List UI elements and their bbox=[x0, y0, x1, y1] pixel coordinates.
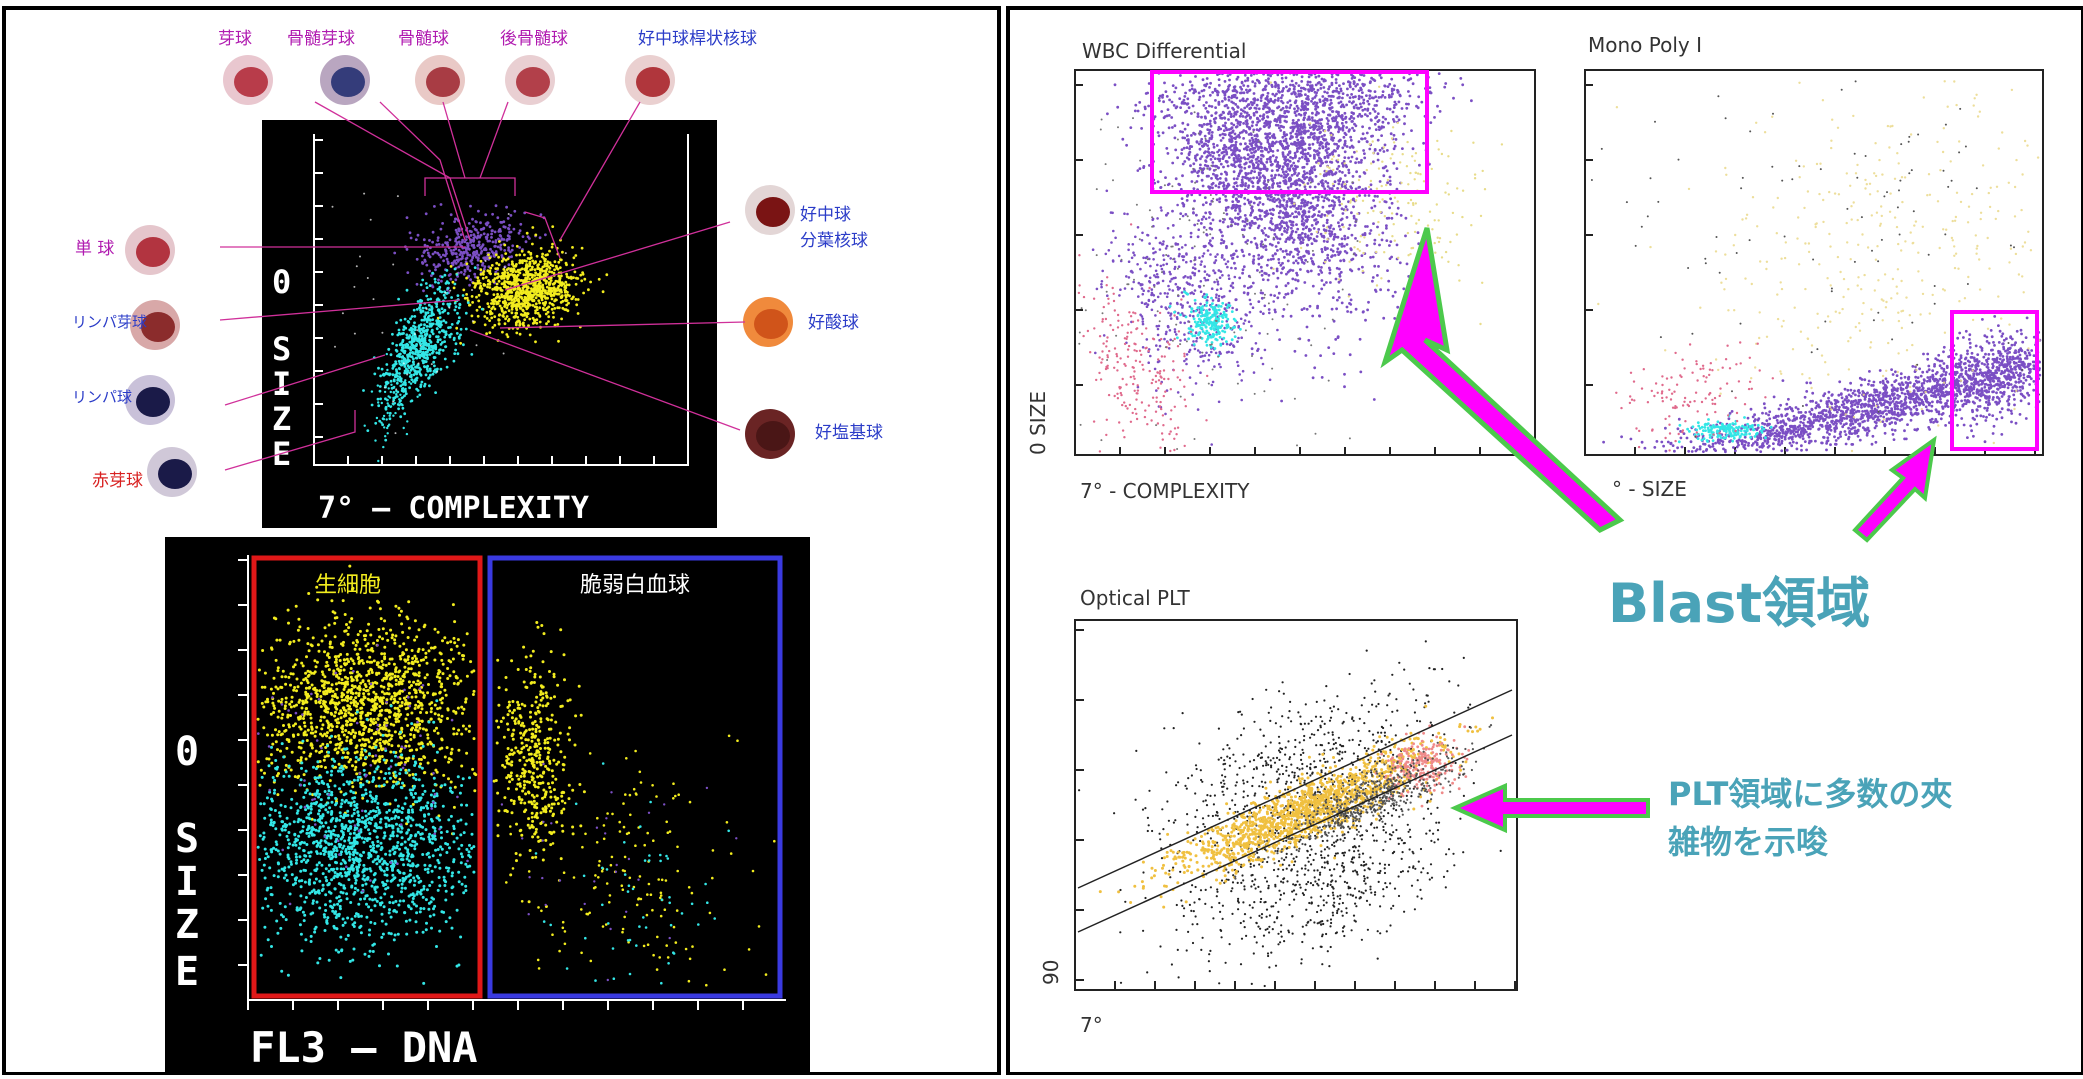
plot2-y-letter-0: 0 bbox=[175, 729, 199, 775]
plot2-y-axis-label: 0 S I Z E bbox=[175, 729, 199, 995]
plt-note-line-2: 雑物を示唆 bbox=[1667, 823, 1828, 861]
cell-image-icon bbox=[320, 55, 370, 105]
label-myelocyte: 骨髄球 bbox=[398, 29, 449, 49]
label-myeloblast: 骨髄芽球 bbox=[287, 29, 355, 49]
gate-fragile-wbc-label: 脆弱白血球 bbox=[580, 573, 690, 598]
wbc-y-axis-label: 0 SIZE bbox=[1026, 391, 1050, 455]
label-band-neutrophil: 好中球桿状核球 bbox=[638, 29, 757, 49]
cell-image-icon bbox=[743, 297, 793, 347]
label-basophil: 好塩基球 bbox=[815, 423, 883, 443]
plot1-y-letter-1: S bbox=[272, 330, 291, 368]
cell-image-icon bbox=[745, 409, 795, 459]
plt-note-line-1: PLT領域に多数の夾 bbox=[1668, 775, 1952, 813]
blast-region-label: Blast領域 bbox=[1608, 572, 1870, 635]
cell-image-icon bbox=[147, 447, 197, 497]
plt-title: Optical PLT bbox=[1080, 586, 1190, 610]
label-monocyte: 単 球 bbox=[75, 239, 114, 259]
mono-title: Mono Poly I bbox=[1588, 33, 1702, 57]
plot1-x-axis-label: 7° – COMPLEXITY bbox=[318, 491, 589, 526]
plot1-y-axis-label: 0 S I Z E bbox=[272, 263, 291, 473]
cell-image-icon bbox=[223, 55, 273, 105]
label-metamyelocyte: 後骨髄球 bbox=[500, 29, 568, 49]
label-segmented-1: 好中球 bbox=[800, 205, 851, 225]
label-lymphocyte: リンパ球 bbox=[72, 388, 132, 406]
plot1-y-letter-2: I bbox=[272, 365, 291, 403]
label-erythroblast: 赤芽球 bbox=[92, 471, 143, 491]
plot2-y-letter-2: I bbox=[175, 859, 199, 905]
plt-y-axis-label: 90 bbox=[1039, 960, 1063, 985]
mono-plot-frame bbox=[1585, 70, 2043, 455]
wbc-x-axis-label: 7° - COMPLEXITY bbox=[1080, 479, 1250, 503]
cell-image-icon bbox=[625, 55, 675, 105]
cell-image-icon bbox=[745, 185, 795, 235]
label-segmented-2: 分葉核球 bbox=[800, 231, 868, 251]
cell-image-icon bbox=[415, 55, 465, 105]
cell-image-icon bbox=[125, 375, 175, 425]
gate-live-cells-label: 生細胞 bbox=[315, 573, 381, 598]
plot2-x-axis-label: FL3 – DNA bbox=[250, 1023, 478, 1072]
label-eosinophil: 好酸球 bbox=[808, 313, 859, 333]
plot1-y-letter-3: Z bbox=[272, 400, 291, 438]
plot2-y-letter-4: E bbox=[175, 949, 199, 995]
plot1-y-letter-0: 0 bbox=[272, 263, 291, 301]
plot2-y-letter-1: S bbox=[175, 816, 199, 862]
cell-image-icon bbox=[125, 225, 175, 275]
cell-image-icon bbox=[505, 55, 555, 105]
plt-x-axis-label: 7° bbox=[1080, 1013, 1103, 1037]
plot2-y-letter-3: Z bbox=[175, 902, 199, 948]
mono-x-axis-label: ° - SIZE bbox=[1612, 477, 1687, 501]
label-blast: 芽球 bbox=[218, 29, 252, 49]
wbc-title: WBC Differential bbox=[1082, 39, 1246, 63]
label-lymphoblast: リンパ芽球 bbox=[72, 313, 147, 331]
